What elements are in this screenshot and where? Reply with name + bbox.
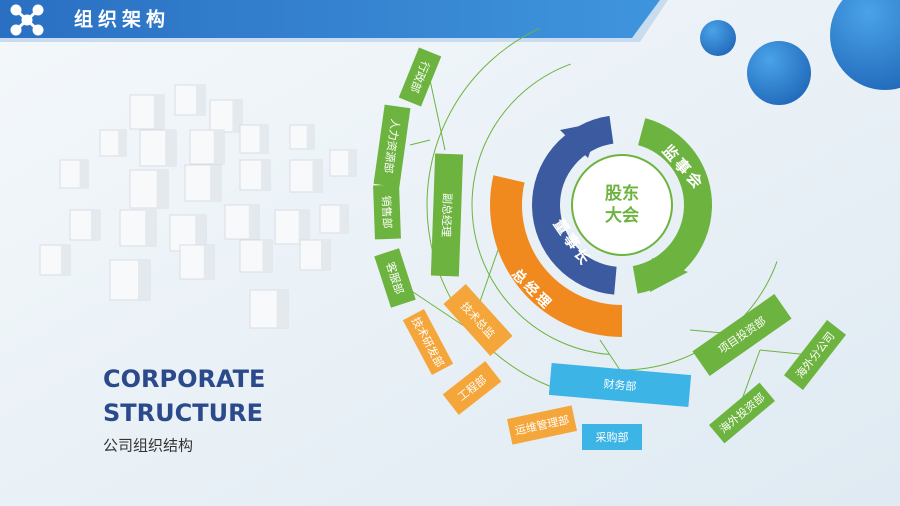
cube-side — [91, 210, 100, 240]
supervisors-ring — [632, 118, 712, 294]
deco-circle — [747, 41, 811, 105]
cube-side — [61, 245, 70, 275]
cube-side — [79, 160, 88, 188]
org-node: 人力资源部 — [373, 104, 411, 188]
header-title: 组织架构 — [74, 8, 170, 31]
cube-side — [118, 130, 126, 156]
connector — [426, 27, 589, 398]
center-line: 股东 — [605, 183, 639, 204]
node-box — [373, 184, 401, 240]
caption-subtitle: 公司组织结构 — [103, 437, 193, 455]
cube-side — [165, 130, 176, 166]
cube-side — [339, 205, 348, 233]
cube-side — [321, 240, 330, 270]
connector — [471, 63, 609, 355]
cube-side — [213, 130, 224, 164]
cube-side — [195, 215, 206, 251]
node-box — [373, 104, 411, 188]
cube-side — [298, 210, 309, 244]
logo-icon — [10, 4, 44, 36]
connector — [599, 339, 621, 371]
arrow-head — [650, 258, 688, 292]
cube-side — [312, 160, 322, 192]
gm-ring — [489, 175, 622, 337]
cube-side — [145, 210, 156, 246]
cube-side — [232, 100, 242, 132]
cube-side — [153, 95, 164, 129]
node-label: 采购部 — [596, 430, 629, 444]
center-line: 大会 — [605, 205, 639, 226]
org-node: 销售部 — [373, 184, 401, 240]
node-box — [582, 424, 642, 450]
node-box — [402, 308, 454, 376]
org-node: 采购部 — [582, 424, 642, 450]
node-box — [442, 361, 502, 415]
cube-side — [210, 165, 221, 201]
arrow-head — [560, 122, 600, 158]
node-box — [374, 248, 416, 308]
connector — [409, 139, 431, 146]
center-circle — [571, 154, 673, 256]
org-node: 副总经理 — [430, 153, 464, 277]
connector — [739, 349, 761, 406]
cube-side — [138, 260, 150, 300]
caption-line: STRUCTURE — [103, 399, 263, 427]
center-label: 股东大会 — [605, 183, 639, 226]
cube-side — [348, 150, 356, 176]
cube-side — [156, 170, 168, 208]
node-box — [507, 405, 577, 445]
node-box — [443, 283, 513, 357]
node-box — [709, 382, 775, 444]
node-label: 财务部 — [603, 377, 637, 394]
cube-side — [196, 85, 205, 115]
cube-side — [248, 205, 259, 239]
org-node: 财务部 — [548, 362, 692, 408]
cube-side — [261, 160, 270, 190]
header-bar — [0, 0, 660, 38]
node-box — [692, 294, 792, 376]
node-box — [398, 47, 442, 107]
node-box — [783, 320, 847, 390]
cube-side — [276, 290, 288, 328]
deco-circle — [830, 0, 900, 90]
cube-side — [262, 240, 272, 272]
cube-side — [203, 245, 214, 279]
chairman-ring — [531, 115, 617, 295]
node-label: 销售部 — [379, 195, 394, 228]
cube-side — [306, 125, 314, 149]
node-box — [548, 362, 692, 408]
caption-line: CORPORATE — [103, 365, 265, 393]
cube-side — [259, 125, 268, 153]
cube-illustration — [39, 84, 357, 329]
org-node: 客服部 — [374, 248, 416, 308]
org-node: 运维管理部 — [507, 405, 577, 445]
node-box — [430, 153, 464, 277]
node-label: 副总经理 — [439, 193, 455, 237]
connector — [429, 79, 446, 151]
deco-circle — [700, 20, 736, 56]
